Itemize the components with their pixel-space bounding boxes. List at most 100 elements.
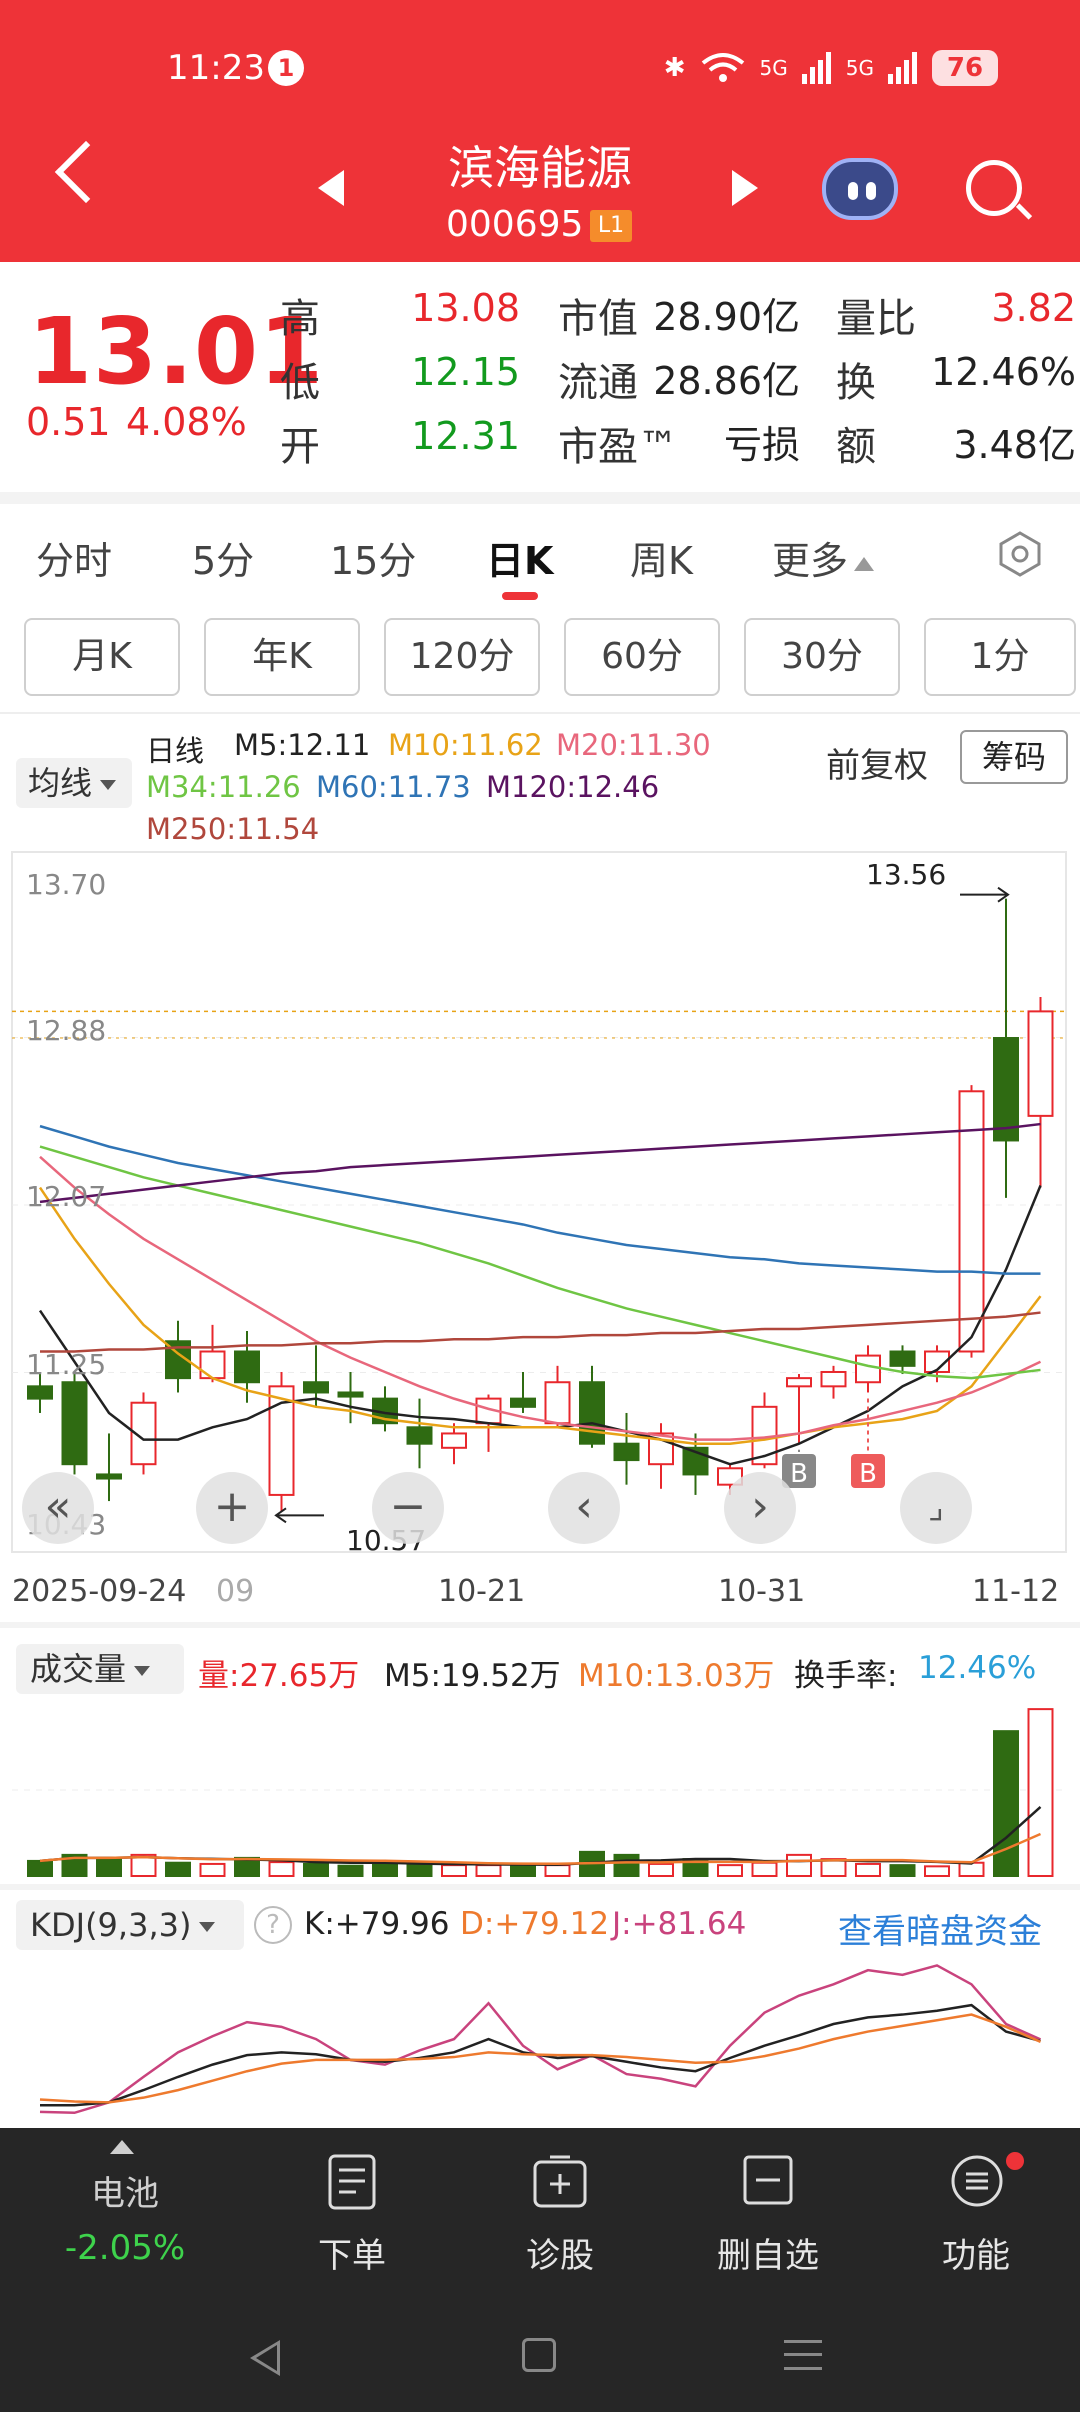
ma-selector[interactable]: 均线 — [16, 758, 132, 808]
zoom-in-button[interactable]: + — [196, 1472, 268, 1544]
chip-1min[interactable]: 1分 — [924, 618, 1076, 696]
tab-daily-k[interactable]: 日K — [486, 539, 554, 583]
fullscreen-button[interactable]: ⌟ — [900, 1472, 972, 1544]
ma-line-m120 — [39, 1122, 1041, 1204]
candle-body — [268, 1385, 295, 1496]
order-button[interactable]: 下单 — [244, 2128, 460, 2304]
volume-bar — [372, 1862, 398, 1877]
scroll-left-button[interactable]: ‹ — [548, 1472, 620, 1544]
active-tab-indicator — [502, 592, 538, 600]
tab-15min[interactable]: 15分 — [330, 539, 417, 583]
diagnose-button[interactable]: 诊股 — [452, 2128, 668, 2304]
b-marker — [851, 1454, 885, 1488]
kdj-chart[interactable] — [0, 1956, 1080, 2128]
wifi-icon — [701, 53, 744, 82]
caret-up-icon — [854, 556, 875, 571]
ma-m10: M10:11.62 — [388, 728, 543, 762]
volume-selector[interactable]: 成交量 — [16, 1644, 184, 1694]
date-label-3: 10-31 — [718, 1574, 806, 1609]
chip-yearly-k[interactable]: 年K — [204, 618, 360, 696]
chips-button[interactable]: 筹码 — [960, 730, 1068, 784]
label-pe: 市盈™ — [558, 424, 678, 470]
signal-bars-icon — [801, 52, 831, 84]
period-chips: 月K 年K 120分 60分 30分 1分 — [0, 618, 1080, 704]
help-icon[interactable]: ? — [254, 1906, 292, 1944]
scroll-right-button[interactable]: › — [724, 1472, 796, 1544]
next-stock-icon[interactable] — [732, 170, 758, 206]
expand-up-icon — [110, 2140, 134, 2154]
b-marker-label: B — [859, 1459, 877, 1489]
system-back-icon[interactable] — [250, 2340, 280, 2376]
y-tick-0: 13.70 — [26, 868, 107, 901]
divider — [0, 492, 1080, 504]
minus-box-icon — [743, 2155, 793, 2205]
label-volume-ratio: 量比 — [836, 296, 916, 342]
menu-circle-icon — [951, 2155, 1003, 2207]
mini-quote[interactable]: 电池 -2.05% — [0, 2128, 250, 2304]
current-price: 13.01 — [28, 298, 325, 405]
adjust-button[interactable]: 前复权 — [826, 746, 928, 786]
period-tabs: 分时 5分 15分 日K 周K 更多 — [0, 504, 1080, 604]
prev-stock-icon[interactable] — [318, 170, 344, 206]
tab-weekly-k[interactable]: 周K — [630, 539, 693, 583]
remove-watchlist-button[interactable]: 删自选 — [660, 2128, 876, 2304]
notification-badge: 1 — [268, 50, 304, 86]
divider — [0, 712, 1080, 714]
b-marker — [782, 1454, 816, 1488]
status-bar: 11:23 1 ✱ 5G 5G 76 — [0, 40, 1080, 96]
tab-more[interactable]: 更多 — [772, 530, 875, 585]
ma-m120: M120:12.46 — [486, 770, 660, 804]
chip-120min[interactable]: 120分 — [384, 618, 540, 696]
kdj-selector[interactable]: KDJ(9,3,3) — [16, 1900, 244, 1950]
chip-60min[interactable]: 60分 — [564, 618, 720, 696]
high-arrow-head — [997, 886, 1010, 903]
tab-intraday[interactable]: 分时 — [36, 539, 113, 583]
value-volume-ratio: 3.82 — [991, 286, 1076, 330]
divider — [0, 1884, 1080, 1890]
scroll-left-fast-button[interactable]: « — [22, 1472, 94, 1544]
zoom-out-button[interactable]: − — [372, 1472, 444, 1544]
functions-button[interactable]: 功能 — [868, 2128, 1080, 2304]
chip-monthly-k[interactable]: 月K — [24, 618, 180, 696]
candle-body — [855, 1354, 881, 1384]
volume-bar — [510, 1865, 536, 1877]
dark-pool-link[interactable]: 查看暗盘资金 — [838, 1912, 1042, 1952]
candle-body — [786, 1377, 812, 1388]
kdj-k: K:+79.96 — [304, 1906, 450, 1942]
candle-body — [510, 1397, 536, 1408]
volume-bar — [924, 1865, 950, 1877]
functions-label: 功能 — [942, 2236, 1010, 2276]
status-icons: ✱ 5G 5G 76 — [664, 48, 998, 88]
volume-chart[interactable] — [0, 1696, 1080, 1880]
candle-body — [751, 1405, 778, 1466]
value-amount: 3.48亿 — [953, 423, 1076, 467]
volume-m10: M10:13.03万 — [578, 1658, 775, 1694]
settings-hex-icon[interactable] — [996, 530, 1044, 578]
tab-5min[interactable]: 5分 — [192, 539, 255, 583]
kdj-j: J:+81.64 — [612, 1906, 747, 1942]
date-label-2: 10-21 — [438, 1574, 526, 1609]
remove-watchlist-label: 删自选 — [717, 2236, 819, 2276]
volume-bar — [337, 1864, 364, 1878]
volume-bar — [475, 1864, 502, 1877]
volume-bar — [96, 1856, 122, 1877]
volume-bar — [544, 1864, 571, 1877]
ma-line-m60 — [39, 1124, 1041, 1275]
system-home-icon[interactable] — [522, 2338, 556, 2372]
series-label: 日线 — [146, 734, 205, 768]
chip-30min[interactable]: 30分 — [744, 618, 900, 696]
tab-more-label: 更多 — [772, 539, 849, 583]
back-arrow-icon[interactable] — [54, 140, 118, 204]
volume-m5: M5:19.52万 — [384, 1658, 561, 1694]
robot-assistant-icon[interactable] — [822, 158, 898, 220]
volume-bar — [751, 1861, 778, 1878]
candle-body — [96, 1473, 122, 1480]
system-menu-icon[interactable] — [784, 2340, 822, 2370]
volume-bar — [61, 1853, 88, 1878]
volume-bar — [648, 1862, 674, 1877]
volume-bar — [855, 1862, 881, 1877]
divider — [0, 1622, 1080, 1628]
label-amount: 额 — [836, 424, 876, 470]
search-icon[interactable] — [966, 160, 1022, 216]
